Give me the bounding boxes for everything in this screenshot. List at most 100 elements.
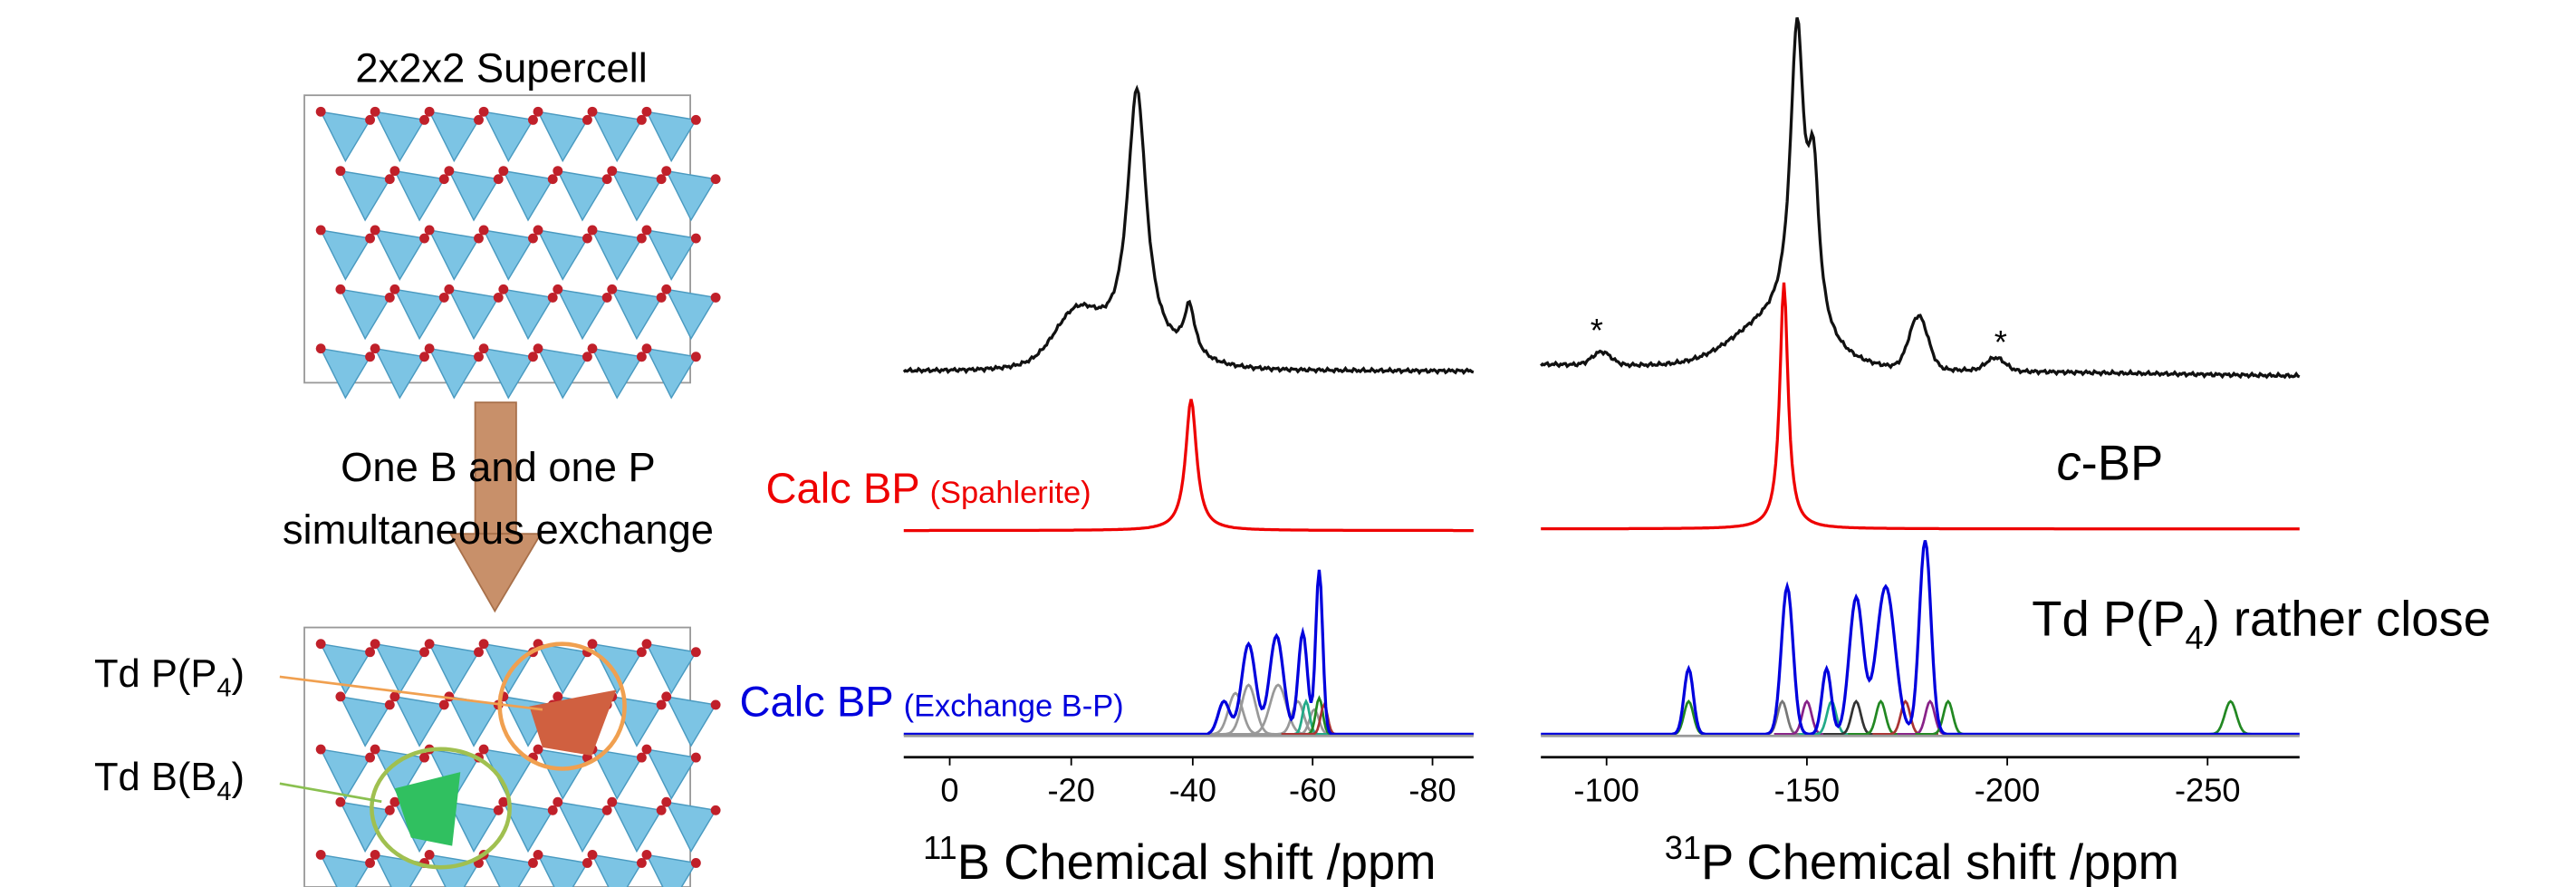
atom: [710, 292, 721, 303]
atom: [690, 352, 701, 362]
atom: [370, 343, 380, 354]
atom: [582, 233, 592, 244]
atom: [587, 106, 598, 117]
atom: [636, 752, 647, 763]
atom: [553, 284, 563, 294]
atom: [690, 858, 701, 868]
atom: [389, 284, 400, 294]
spectrum: [902, 84, 1475, 376]
tetrahedron: [447, 169, 500, 222]
tetrahedron: [536, 347, 589, 400]
atom: [478, 744, 489, 755]
tetrahedron: [665, 695, 717, 747]
atom: [636, 647, 647, 658]
atom: [419, 233, 429, 244]
tetrahedron: [482, 229, 534, 281]
atom: [384, 174, 395, 185]
atom: [315, 744, 326, 755]
atom: [493, 292, 504, 303]
atom: [424, 849, 435, 860]
atom: [315, 343, 326, 354]
atom: [419, 752, 429, 763]
atom: [661, 166, 672, 177]
tetrahedron: [502, 801, 554, 853]
atom: [389, 691, 400, 702]
exchange-label: simultaneous exchange: [283, 506, 714, 553]
atom: [370, 744, 380, 755]
atom: [656, 805, 667, 815]
atom: [661, 284, 672, 294]
atom: [365, 752, 375, 763]
tetrahedron: [373, 347, 426, 400]
tick-label: -60: [1289, 772, 1336, 809]
b-site: [394, 772, 461, 846]
tetrahedron: [373, 853, 426, 887]
atom: [528, 352, 538, 362]
atom: [389, 796, 400, 807]
tetrahedron: [536, 229, 589, 281]
tetrahedron: [339, 695, 391, 747]
tetrahedron: [591, 853, 643, 887]
supercell-label: 2x2x2 Supercell: [355, 45, 647, 92]
atom: [498, 284, 509, 294]
atom: [553, 796, 563, 807]
atom: [528, 114, 538, 125]
atom: [493, 174, 504, 185]
tetrahedron: [645, 347, 697, 400]
atom: [528, 858, 538, 868]
atom: [661, 691, 672, 702]
spectrum: [1541, 282, 2300, 531]
atom: [389, 166, 400, 177]
atom: [607, 796, 618, 807]
atom: [315, 106, 326, 117]
tick-label: 0: [940, 772, 958, 809]
atom: [636, 114, 647, 125]
atom: [365, 647, 375, 658]
atom: [553, 166, 563, 177]
tetrahedron: [610, 169, 663, 222]
atom: [384, 699, 395, 710]
p-site-ring: [497, 641, 627, 771]
calc-label: Calc BP (Spahlerite): [765, 464, 1091, 512]
atom: [690, 233, 701, 244]
site-label: Td B(B4): [94, 756, 245, 806]
pointer: [279, 782, 382, 804]
atom: [370, 639, 380, 650]
spectrum: [1541, 540, 2300, 737]
atom: [533, 849, 543, 860]
exchange-label: One B and one P: [341, 444, 656, 490]
atom: [444, 284, 455, 294]
atom: [587, 849, 598, 860]
atom: [335, 691, 346, 702]
atom: [582, 858, 592, 868]
atom: [478, 106, 489, 117]
atom: [710, 699, 721, 710]
atom: [690, 752, 701, 763]
atom: [384, 292, 395, 303]
atom: [587, 639, 598, 650]
tetrahedron: [428, 229, 480, 281]
atom: [365, 114, 375, 125]
atom: [601, 292, 612, 303]
tetrahedron: [556, 169, 609, 222]
atom: [365, 233, 375, 244]
atom: [438, 174, 449, 185]
atom: [547, 805, 558, 815]
tetrahedron: [665, 288, 717, 341]
tetrahedron: [502, 288, 554, 341]
tetrahedron: [319, 111, 371, 163]
atom: [419, 647, 429, 658]
calc-label: Calc BP (Exchange B-P): [739, 677, 1123, 725]
tetrahedron: [319, 642, 371, 695]
sideband-marker: *: [1994, 323, 2007, 361]
tetrahedron: [319, 347, 371, 400]
atom: [335, 166, 346, 177]
atom: [498, 166, 509, 177]
atom: [493, 805, 504, 815]
tetrahedron: [610, 695, 663, 747]
atom: [690, 114, 701, 125]
atom: [582, 352, 592, 362]
atom: [710, 805, 721, 815]
atom: [690, 647, 701, 658]
tetrahedron: [591, 347, 643, 400]
